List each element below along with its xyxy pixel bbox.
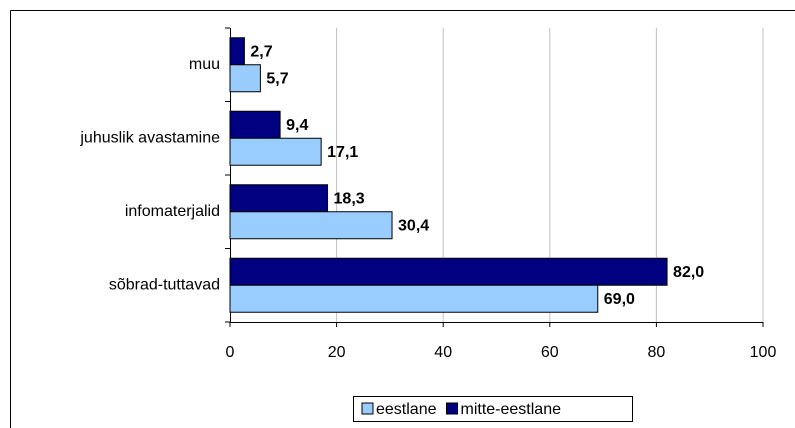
y-tick-label: infomaterjalid [125,203,220,220]
x-tick-label: 80 [648,344,666,361]
legend-swatch [446,402,458,415]
value-label: 69,0 [604,291,635,308]
x-tick-label: 20 [328,344,346,361]
x-tick-label: 100 [750,344,777,361]
y-tick-label: muu [189,56,220,73]
y-tick-label: juhuslik avastamine [79,129,220,146]
bar [229,137,322,166]
x-tick-label: 40 [434,344,452,361]
bar [229,110,281,139]
x-tick-label: 60 [541,344,559,361]
legend-label: eestlane [376,401,437,418]
value-label: 30,4 [398,217,429,234]
value-label: 5,7 [266,70,288,87]
x-tick-label: 0 [226,344,235,361]
value-label: 9,4 [286,117,308,134]
bar [229,64,261,93]
bar [229,37,245,66]
value-label: 17,1 [327,144,358,161]
bar [229,257,668,286]
value-label: 18,3 [334,190,365,207]
bar [229,211,393,240]
y-tick-label: sõbrad-tuttavad [109,276,220,293]
bar [229,284,599,313]
value-label: 82,0 [673,264,704,281]
legend-label: mitte-eestlane [461,401,562,418]
legend-box [353,396,633,422]
value-label: 2,7 [250,43,272,60]
bar [229,184,329,213]
legend-swatch [361,402,374,415]
